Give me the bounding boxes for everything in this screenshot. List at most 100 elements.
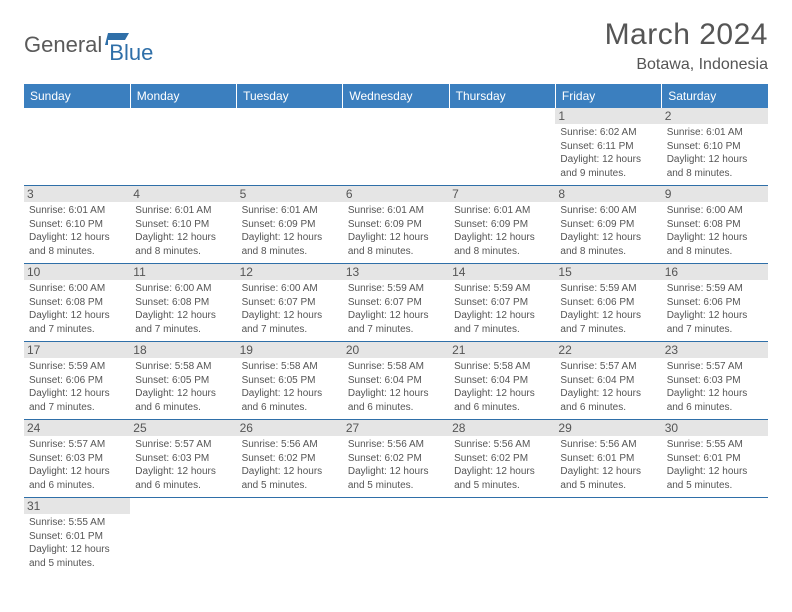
day-number: 19 xyxy=(237,342,343,358)
sunset-line: Sunset: 6:06 PM xyxy=(667,296,763,310)
sunrise-line: Sunrise: 6:01 AM xyxy=(135,204,231,218)
day-number: 27 xyxy=(343,420,449,436)
daylight-line: Daylight: 12 hours xyxy=(454,465,550,479)
calendar-cell: 26Sunrise: 5:56 AMSunset: 6:02 PMDayligh… xyxy=(237,420,343,498)
calendar-cell: 10Sunrise: 6:00 AMSunset: 6:08 PMDayligh… xyxy=(24,264,130,342)
day-number: 5 xyxy=(237,186,343,202)
sunset-line: Sunset: 6:01 PM xyxy=(29,530,125,544)
daylight-line: and 7 minutes. xyxy=(667,323,763,337)
calendar-cell: 23Sunrise: 5:57 AMSunset: 6:03 PMDayligh… xyxy=(662,342,768,420)
location-label: Botawa, Indonesia xyxy=(605,56,768,74)
sunrise-line: Sunrise: 5:57 AM xyxy=(560,360,656,374)
day-number: 28 xyxy=(449,420,555,436)
sunrise-line: Sunrise: 6:01 AM xyxy=(242,204,338,218)
calendar-cell: 19Sunrise: 5:58 AMSunset: 6:05 PMDayligh… xyxy=(237,342,343,420)
calendar-cell: 1Sunrise: 6:02 AMSunset: 6:11 PMDaylight… xyxy=(555,108,661,186)
sunset-line: Sunset: 6:04 PM xyxy=(348,374,444,388)
daylight-line: and 8 minutes. xyxy=(667,167,763,181)
calendar-cell: 8Sunrise: 6:00 AMSunset: 6:09 PMDaylight… xyxy=(555,186,661,264)
sunrise-line: Sunrise: 5:55 AM xyxy=(29,516,125,530)
calendar-cell: 21 Sunrise: 5:58 AMSunset: 6:04 PMDayligh… xyxy=(449,342,555,420)
calendar-cell: 6Sunrise: 6:01 AMSunset: 6:09 PMDaylight… xyxy=(343,186,449,264)
day-number: 2 xyxy=(662,108,768,124)
calendar-cell: 30Sunrise: 5:55 AMSunset: 6:01 PMDayligh… xyxy=(662,420,768,498)
sunset-line: Sunset: 6:10 PM xyxy=(29,218,125,232)
daylight-line: and 8 minutes. xyxy=(242,245,338,259)
calendar-cell: 12Sunrise: 6:00 AMSunset: 6:07 PMDayligh… xyxy=(237,264,343,342)
daylight-line: Daylight: 12 hours xyxy=(454,387,550,401)
daylight-line: Daylight: 12 hours xyxy=(560,153,656,167)
day-number: 26 xyxy=(237,420,343,436)
calendar-cell xyxy=(130,498,236,576)
sunrise-line: Sunrise: 5:55 AM xyxy=(667,438,763,452)
daylight-line: Daylight: 12 hours xyxy=(29,465,125,479)
calendar-cell: 5Sunrise: 6:01 AMSunset: 6:09 PMDaylight… xyxy=(237,186,343,264)
daylight-line: Daylight: 12 hours xyxy=(667,231,763,245)
daylight-line: Daylight: 12 hours xyxy=(667,465,763,479)
daylight-line: and 5 minutes. xyxy=(667,479,763,493)
daylight-line: Daylight: 12 hours xyxy=(135,231,231,245)
sunrise-line: Sunrise: 5:56 AM xyxy=(454,438,550,452)
daylight-line: and 7 minutes. xyxy=(454,323,550,337)
col-thursday: Thursday xyxy=(449,84,555,108)
daylight-line: Daylight: 12 hours xyxy=(135,387,231,401)
sunset-line: Sunset: 6:04 PM xyxy=(454,374,550,388)
daylight-line: and 7 minutes. xyxy=(348,323,444,337)
sunset-line: Sunset: 6:03 PM xyxy=(667,374,763,388)
sunset-line: Sunset: 6:01 PM xyxy=(560,452,656,466)
calendar-cell: 20Sunrise: 5:58 AMSunset: 6:04 PMDayligh… xyxy=(343,342,449,420)
day-number: 24 xyxy=(24,420,130,436)
sunset-line: Sunset: 6:07 PM xyxy=(242,296,338,310)
sunrise-line: Sunrise: 5:59 AM xyxy=(560,282,656,296)
daylight-line: Daylight: 12 hours xyxy=(667,153,763,167)
daylight-line: Daylight: 12 hours xyxy=(667,387,763,401)
sunset-line: Sunset: 6:06 PM xyxy=(560,296,656,310)
daylight-line: Daylight: 12 hours xyxy=(560,309,656,323)
col-monday: Monday xyxy=(130,84,236,108)
daylight-line: Daylight: 12 hours xyxy=(29,387,125,401)
daylight-line: Daylight: 12 hours xyxy=(560,231,656,245)
calendar-cell xyxy=(130,108,236,186)
day-number: 10 xyxy=(24,264,130,280)
calendar-cell xyxy=(449,498,555,576)
col-friday: Friday xyxy=(555,84,661,108)
daylight-line: Daylight: 12 hours xyxy=(242,465,338,479)
sunrise-line: Sunrise: 6:00 AM xyxy=(135,282,231,296)
day-number: 21 xyxy=(449,342,555,358)
day-number: 16 xyxy=(662,264,768,280)
day-number: 25 xyxy=(130,420,236,436)
sunset-line: Sunset: 6:04 PM xyxy=(560,374,656,388)
calendar-table: Sunday Monday Tuesday Wednesday Thursday… xyxy=(24,84,768,575)
sunset-line: Sunset: 6:09 PM xyxy=(348,218,444,232)
daylight-line: and 5 minutes. xyxy=(454,479,550,493)
day-number: 13 xyxy=(343,264,449,280)
sunset-line: Sunset: 6:07 PM xyxy=(454,296,550,310)
sunrise-line: Sunrise: 6:01 AM xyxy=(348,204,444,218)
daylight-line: Daylight: 12 hours xyxy=(348,231,444,245)
day-number: 30 xyxy=(662,420,768,436)
daylight-line: Daylight: 12 hours xyxy=(667,309,763,323)
daylight-line: Daylight: 12 hours xyxy=(242,387,338,401)
daylight-line: Daylight: 12 hours xyxy=(348,465,444,479)
sunset-line: Sunset: 6:05 PM xyxy=(242,374,338,388)
calendar-cell xyxy=(343,108,449,186)
col-tuesday: Tuesday xyxy=(237,84,343,108)
calendar-cell xyxy=(449,108,555,186)
calendar-cell xyxy=(662,498,768,576)
calendar-row: 10 Sunrise: 6:00 AMSunset: 6:08 PM Dayligh… xyxy=(24,264,768,342)
daylight-line: and 7 minutes. xyxy=(29,323,125,337)
sunrise-line: Sunrise: 5:58 AM xyxy=(454,360,550,374)
sunrise-line: Sunrise: 6:01 AM xyxy=(667,126,763,140)
sunset-line: Sunset: 6:08 PM xyxy=(135,296,231,310)
calendar-cell xyxy=(24,108,130,186)
sunset-line: Sunset: 6:10 PM xyxy=(135,218,231,232)
daylight-line: Daylight: 12 hours xyxy=(348,309,444,323)
day-number: 22 xyxy=(555,342,661,358)
calendar-cell: 31Sunrise: 5:55 AMSunset: 6:01 PMDayligh… xyxy=(24,498,130,576)
calendar-cell: 15Sunrise: 5:59 AMSunset: 6:06 PMDayligh… xyxy=(555,264,661,342)
daylight-line: Daylight: 12 hours xyxy=(242,309,338,323)
calendar-cell: 22Sunrise: 5:57 AMSunset: 6:04 PMDayligh… xyxy=(555,342,661,420)
col-wednesday: Wednesday xyxy=(343,84,449,108)
daylight-line: and 6 minutes. xyxy=(29,479,125,493)
sunset-line: Sunset: 6:02 PM xyxy=(348,452,444,466)
